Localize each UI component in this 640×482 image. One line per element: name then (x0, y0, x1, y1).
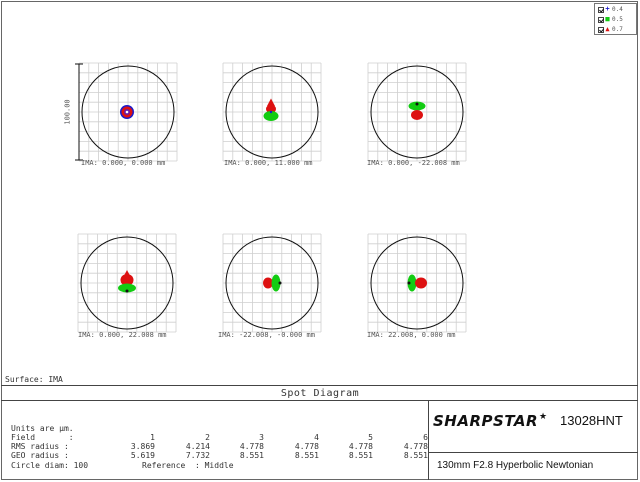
spot-red (122, 270, 132, 279)
spot-red (266, 104, 276, 114)
spot-green (407, 274, 417, 292)
airy-circle (81, 65, 175, 159)
plus-marker-icon: + (605, 5, 610, 13)
table-cell-fields: 1 (150, 433, 155, 442)
spot-red (266, 98, 276, 107)
legend-wavelength: 0.5 (612, 16, 623, 23)
spot-blue (278, 281, 282, 285)
spot-green (408, 101, 426, 111)
table-cell-rms: 3.869 (130, 442, 155, 451)
triangle-marker-icon: ▲ (605, 25, 610, 33)
checkbox-icon[interactable] (598, 6, 604, 13)
field-row-label: Field : (11, 433, 74, 442)
spot-6-ima-label: IMA: 22.008, 0.000 mm (367, 331, 456, 339)
scale-bar-label: 100.00 (63, 99, 72, 125)
spot-red (411, 110, 423, 120)
airy-circle (370, 236, 464, 330)
spot-blue (125, 289, 129, 293)
star-icon: ★ (539, 412, 548, 422)
spot-green (263, 111, 279, 121)
divider (1, 400, 638, 401)
table-cell-rms: 4.778 (403, 442, 428, 451)
divider (428, 400, 429, 480)
table-cell-geo: 8.551 (294, 451, 319, 460)
table-cell-geo: 8.551 (403, 451, 428, 460)
divider (428, 452, 638, 453)
units-text: Units are µm. (11, 424, 74, 433)
table-cell-fields: 5 (368, 433, 373, 442)
spot-blue (415, 102, 419, 106)
table-cell-geo: 5.619 (130, 451, 155, 460)
legend-row-2[interactable]: ■ 0.5 (598, 15, 623, 24)
spot-blue (269, 110, 273, 114)
telescope-description: 130mm F2.8 Hyperbolic Newtonian (437, 460, 594, 471)
airy-circle (225, 236, 319, 330)
spot-green (271, 274, 281, 292)
checkbox-icon[interactable] (598, 26, 604, 33)
table-cell-fields: 6 (423, 433, 428, 442)
geo-row-label: GEO radius : (11, 451, 69, 460)
table-cell-geo: 8.551 (239, 451, 264, 460)
table-cell-geo: 7.732 (185, 451, 210, 460)
rms-row-label: RMS radius : (11, 442, 69, 451)
circle-diam-text: Circle diam: 100 (11, 461, 89, 470)
airy-circle (225, 65, 319, 159)
square-marker-icon: ■ (605, 15, 610, 23)
table-cell-rms: 4.214 (185, 442, 210, 451)
table-cell-rms: 4.778 (239, 442, 264, 451)
model-number: 13028HNT (560, 413, 623, 428)
reference-text: Reference : Middle (142, 461, 234, 470)
divider (1, 385, 638, 386)
checkbox-icon[interactable] (598, 16, 604, 23)
table-cell-fields: 2 (205, 433, 210, 442)
table-cell-rms: 4.778 (348, 442, 373, 451)
legend-wavelength: 0.4 (612, 6, 623, 13)
spot-2-ima-label: IMA: 0.000, 11.000 mm (224, 159, 313, 167)
diagram-title: Spot Diagram (280, 388, 360, 399)
table-cell-fields: 4 (314, 433, 319, 442)
spot-center (125, 110, 129, 114)
airy-circle (370, 65, 464, 159)
table-cell-rms: 4.778 (294, 442, 319, 451)
legend-row-1[interactable]: +0.4 (598, 5, 623, 14)
airy-circle (80, 236, 174, 330)
spot-1-ima-label: IMA: 0.000, 0.000 mm (81, 159, 166, 167)
spot-red (415, 277, 427, 289)
spot-plots (75, 62, 467, 333)
spot-5-ima-label: IMA: -22.008, -0.000 mm (218, 331, 315, 339)
brand-name: SHARPSTAR (433, 412, 539, 430)
table-cell-geo: 8.551 (348, 451, 373, 460)
surface-label: Surface: IMA (5, 375, 63, 384)
wavelength-legend: +0.4 ■ 0.5 ▲ 0.7 (594, 3, 637, 35)
spot-green (118, 283, 136, 293)
spot-blue (407, 281, 411, 285)
table-cell-fields: 3 (259, 433, 264, 442)
brand-logo: SHARPSTAR★ (433, 412, 548, 430)
spot-4-ima-label: IMA: 0.000, 22.008 mm (78, 331, 167, 339)
spot-3-ima-label: IMA: 0.000, -22.008 mm (367, 159, 460, 167)
legend-row-3[interactable]: ▲ 0.7 (598, 25, 623, 34)
legend-wavelength: 0.7 (612, 26, 623, 33)
spot-red (263, 277, 273, 289)
